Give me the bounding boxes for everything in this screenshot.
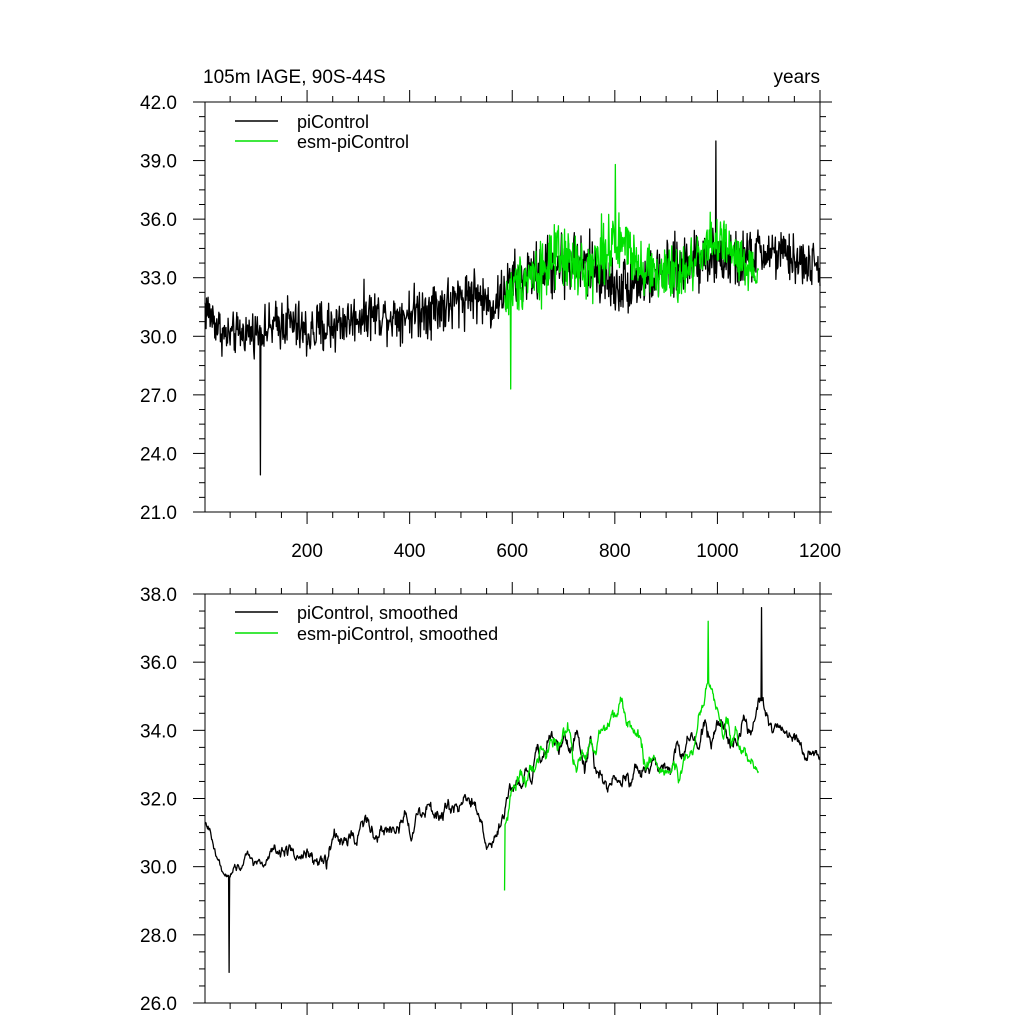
top-chart-plot-area: 21.0 24.0 27.0 30.0 33.0 36.0 39.0 42.0 200 400 60… (140, 90, 841, 562)
top-chart-legend: piControl esm-piControl (235, 112, 409, 152)
y-tick-label: 24.0 (140, 444, 177, 465)
x-tick-label: 400 (394, 541, 426, 562)
series-line-esm-picontrol (503, 163, 760, 390)
x-tick-label: 1000 (696, 541, 738, 562)
x-tick-label: 1200 (799, 541, 841, 562)
y-tick-label: 34.0 (140, 721, 177, 742)
y-tick-label: 39.0 (140, 152, 177, 173)
y-tick-label: 21.0 (140, 503, 177, 524)
bottom-chart-legend: piControl, smoothed esm-piControl, smoot… (235, 603, 498, 644)
x-tick-label: 600 (496, 541, 528, 562)
legend-label-piControl: piControl (297, 112, 369, 132)
y-tick-label: 27.0 (140, 386, 177, 407)
y-tick-label: 30.0 (140, 327, 177, 348)
x-tick-label: 200 (291, 541, 323, 562)
y-tick-label: 30.0 (140, 858, 177, 879)
y-tick-label: 26.0 (140, 994, 177, 1015)
y-tick-label: 28.0 (140, 926, 177, 947)
bottom-chart: 26.0 28.0 30.0 32.0 34.0 36.0 38.0 piControl, … (140, 582, 832, 1015)
top-chart-x-unit-label: years (774, 67, 820, 88)
y-tick-label: 36.0 (140, 653, 177, 674)
x-tick-label: 800 (599, 541, 631, 562)
y-tick-label: 32.0 (140, 790, 177, 811)
y-tick-label: 38.0 (140, 585, 177, 606)
y-tick-label: 42.0 (140, 93, 177, 114)
legend-label-esm-piControl-smoothed: esm-piControl, smoothed (297, 624, 498, 644)
y-tick-label: 36.0 (140, 210, 177, 231)
bottom-chart-plot-area: 26.0 28.0 30.0 32.0 34.0 36.0 38.0 (140, 582, 832, 1015)
y-tick-label: 33.0 (140, 269, 177, 290)
series-line-esm-picontrol-smoothed (503, 620, 760, 891)
top-chart: 105m IAGE, 90S-44S years 21.0 24.0 27.0 30.… (140, 67, 841, 562)
legend-label-piControl-smoothed: piControl, smoothed (297, 603, 458, 623)
top-chart-title: 105m IAGE, 90S-44S (203, 67, 386, 88)
legend-label-esm-piControl: esm-piControl (297, 132, 409, 152)
